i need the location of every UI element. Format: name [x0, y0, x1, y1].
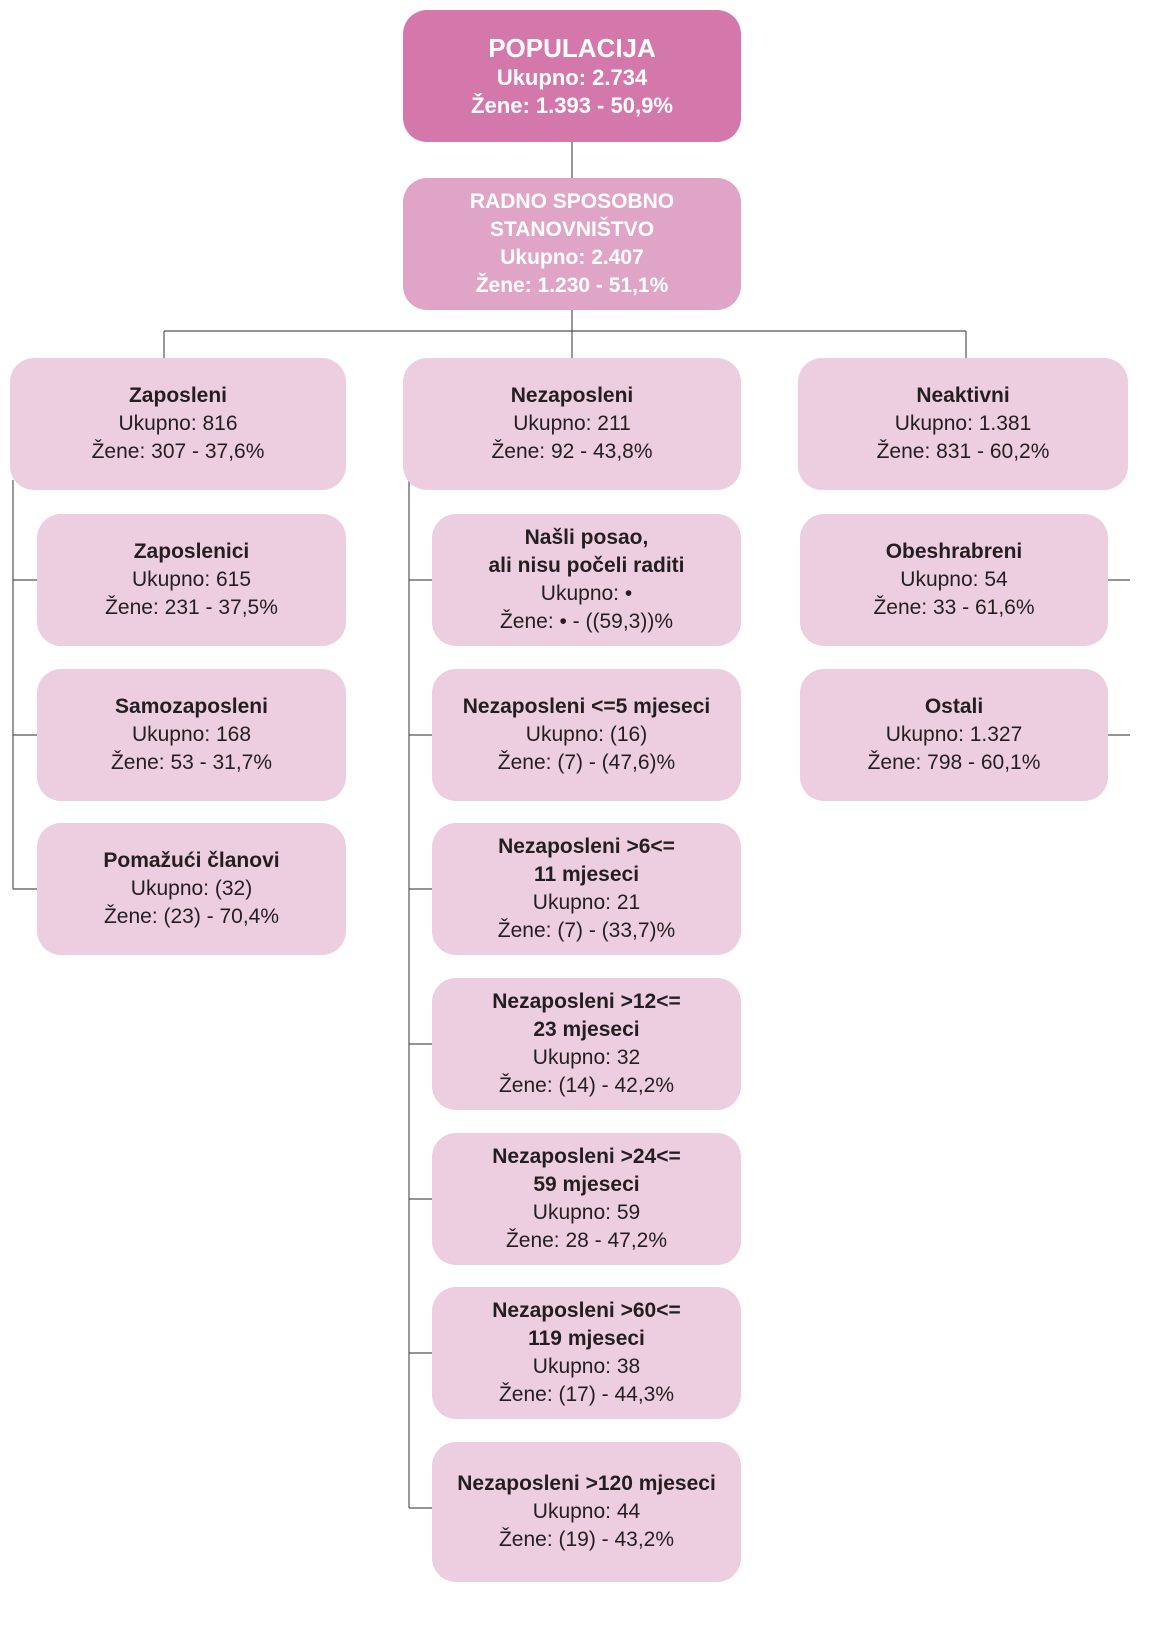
node-women: Žene: (7) - (47,6)% — [497, 751, 676, 774]
node-title: Nezaposleni >60<= — [492, 1299, 681, 1322]
node-title: Nezaposleni <=5 mjeseci — [462, 695, 711, 718]
node-box: Zaposleni Ukupno: 816 Žene: 307 - 37,6% — [10, 358, 346, 490]
node-total: Ukupno: 816 — [118, 412, 238, 435]
node-total: Ukupno: 168 — [131, 723, 252, 746]
node-women: Žene: (14) - 42,2% — [498, 1074, 675, 1097]
node-total: Ukupno: (32) — [130, 877, 253, 900]
node-box: Nezaposleni >12<= 23 mjeseci Ukupno: 32 Žen… — [432, 978, 741, 1110]
node-women: Žene: 307 - 37,6% — [91, 440, 265, 463]
node-total: Ukupno: 44 — [532, 1500, 641, 1523]
node-box: Nezaposleni Ukupno: 211 Žene: 92 - 43,8% — [403, 358, 741, 490]
node-total: Ukupno: 54 — [900, 568, 1008, 591]
node-women: Žene: 231 - 37,5% — [105, 596, 278, 619]
node-title: ali nisu počeli raditi — [488, 554, 685, 577]
node-title: Pomažući članovi — [103, 849, 280, 872]
node-box: Nezaposleni >6<= 11 mjeseci Ukupno: 21 Žene… — [432, 823, 741, 955]
node-title: Ostali — [924, 695, 984, 718]
node-title: Zaposlenici — [133, 540, 250, 563]
node-box: Samozaposleni Ukupno: 168 Žene: 53 - 31,7% — [37, 669, 346, 801]
node-total: Ukupno: 615 — [131, 568, 252, 591]
node-box: Obeshrabreni Ukupno: 54 Žene: 33 - 61,6% — [800, 514, 1108, 646]
node-women: Žene: 28 - 47,2% — [505, 1229, 668, 1252]
node-total: Ukupno: • — [540, 582, 633, 605]
node-title: 23 mjeseci — [533, 1018, 640, 1041]
node-title: Našli posao, — [524, 526, 649, 549]
node-box: Zaposlenici Ukupno: 615 Žene: 231 - 37,5% — [37, 514, 346, 646]
node-women: Žene: (23) - 70,4% — [103, 905, 280, 928]
node-women: Žene: (19) - 43,2% — [498, 1528, 675, 1551]
node-total: Ukupno: 2.734 — [496, 65, 648, 90]
node-title: Obeshrabreni — [885, 540, 1023, 563]
node-women: Žene: 92 - 43,8% — [491, 440, 653, 463]
node-box: Neaktivni Ukupno: 1.381 Žene: 831 - 60,2% — [798, 358, 1128, 490]
node-women: Žene: 798 - 60,1% — [867, 751, 1041, 774]
node-box: Nezaposleni >60<= 119 mjeseci Ukupno: 38 Že… — [432, 1287, 741, 1419]
node-title: POPULACIJA — [488, 33, 656, 63]
node-title: 119 mjeseci — [528, 1327, 645, 1350]
node-title: Nezaposleni >12<= — [492, 990, 681, 1013]
node-box: Nezaposleni >120 mjeseci Ukupno: 44 Žene: … — [432, 1442, 741, 1582]
node-box: Nezaposleni >24<= 59 mjeseci Ukupno: 59 Žen… — [432, 1133, 741, 1265]
node-title: Nezaposleni — [510, 384, 634, 407]
node-women: Žene: 53 - 31,7% — [110, 751, 273, 774]
node-title: Nezaposleni >120 mjeseci — [457, 1472, 716, 1495]
node-women: Žene: 831 - 60,2% — [876, 440, 1050, 463]
node-women: Žene: 1.230 - 51,1% — [475, 274, 669, 297]
node-total: Ukupno: 59 — [532, 1201, 641, 1224]
node-title: Nezaposleni >24<= — [492, 1145, 681, 1168]
node-total: Ukupno: (16) — [525, 723, 648, 746]
node-total: Ukupno: 32 — [532, 1046, 641, 1069]
node-total: Ukupno: 1.327 — [885, 723, 1023, 746]
node-title: Samozaposleni — [115, 695, 268, 718]
node-box: Nezaposleni <=5 mjeseci Ukupno: (16) Žene:… — [432, 669, 741, 801]
node-women: Žene: (7) - (33,7)% — [497, 919, 676, 942]
node-title: Nezaposleni >6<= — [498, 835, 675, 858]
node-total: Ukupno: 211 — [513, 412, 631, 435]
node-total: Ukupno: 2.407 — [500, 246, 644, 269]
node-box: Ostali Ukupno: 1.327 Žene: 798 - 60,1% — [800, 669, 1108, 801]
node-total: Ukupno: 21 — [532, 891, 641, 914]
node-women: Žene: 1.393 - 50,9% — [471, 93, 673, 118]
node-title: RADNO SPOSOBNO — [469, 190, 675, 213]
node-women: Žene: • - ((59,3))% — [499, 610, 674, 633]
node-title: Zaposleni — [128, 384, 228, 407]
node-box: RADNO SPOSOBNO STANOVNIŠTVO Ukupno: 2.407 Ž… — [403, 178, 741, 310]
node-title: STANOVNIŠTVO — [489, 218, 655, 241]
node-title: 11 mjeseci — [533, 863, 640, 886]
node-box: Našli posao, ali nisu počeli raditi Ukupno… — [432, 514, 741, 646]
node-women: Žene: (17) - 44,3% — [498, 1383, 675, 1406]
node-title: 59 mjeseci — [533, 1173, 640, 1196]
node-box: Pomažući članovi Ukupno: (32) Žene: (23) -… — [37, 823, 346, 955]
node-box: POPULACIJA Ukupno: 2.734 Žene: 1.393 - 50,… — [403, 10, 741, 142]
node-total: Ukupno: 38 — [532, 1355, 641, 1378]
node-total: Ukupno: 1.381 — [894, 412, 1032, 435]
node-women: Žene: 33 - 61,6% — [873, 596, 1035, 619]
node-title: Neaktivni — [916, 384, 1010, 407]
